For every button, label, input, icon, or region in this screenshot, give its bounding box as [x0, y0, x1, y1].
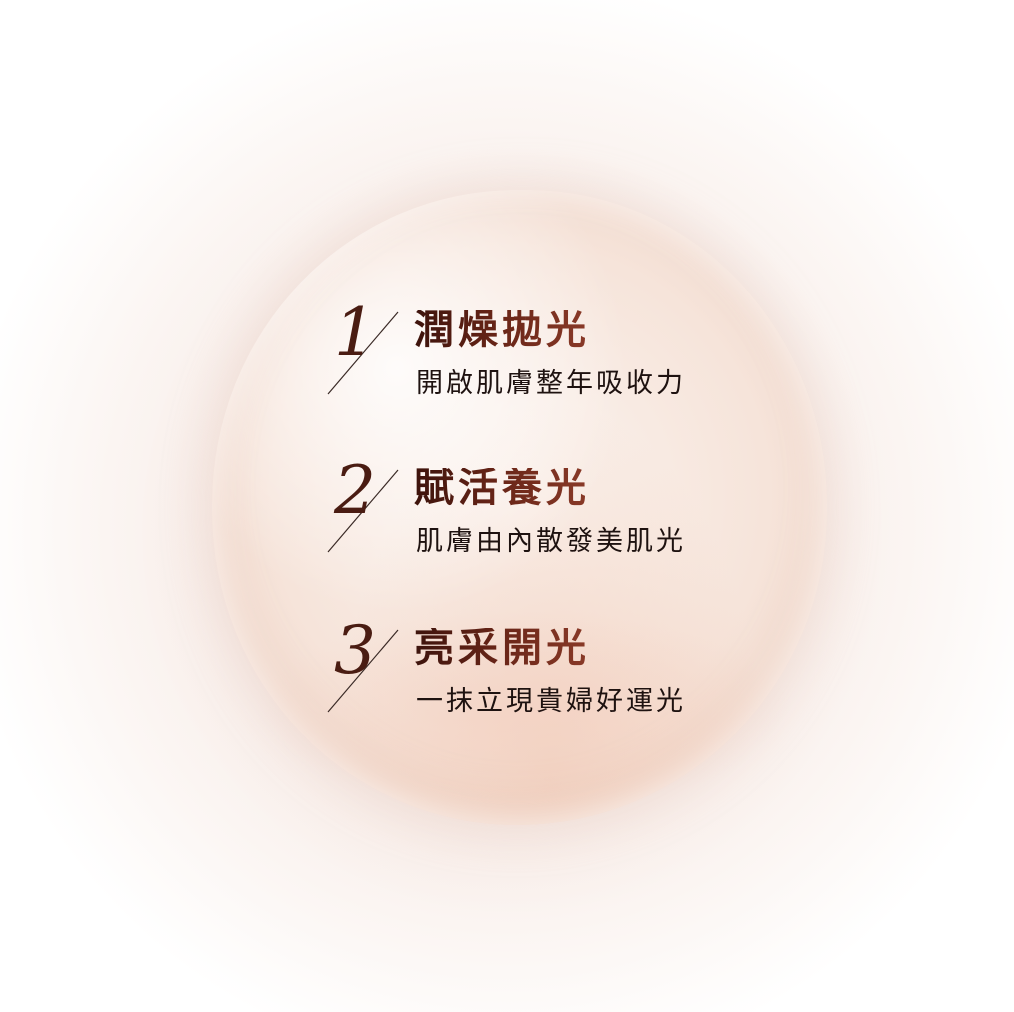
benefit-title: 賦活養光	[414, 464, 590, 511]
benefit-item-3: 3 亮采開光 一抹立現貴婦好運光	[326, 618, 746, 746]
benefit-subtitle: 開啟肌膚整年吸收力	[416, 368, 686, 399]
slash-divider-icon	[327, 469, 399, 553]
benefit-item-2: 2 賦活養光 肌膚由內散發美肌光	[326, 458, 746, 586]
benefit-title: 亮采開光	[414, 624, 590, 671]
droplet-lower-tone	[252, 610, 792, 810]
benefit-item-1: 1 潤燥拋光 開啟肌膚整年吸收力	[326, 300, 746, 428]
benefit-number: 1	[334, 294, 376, 371]
slash-divider-icon	[327, 311, 399, 395]
benefit-subtitle: 肌膚由內散發美肌光	[416, 526, 686, 557]
slash-divider-icon	[327, 629, 399, 713]
serum-droplet	[212, 190, 827, 825]
benefit-number: 3	[334, 612, 376, 689]
benefit-number: 2	[334, 452, 376, 529]
benefit-subtitle: 一抹立現貴婦好運光	[416, 686, 686, 717]
benefit-title: 潤燥拋光	[414, 306, 590, 353]
